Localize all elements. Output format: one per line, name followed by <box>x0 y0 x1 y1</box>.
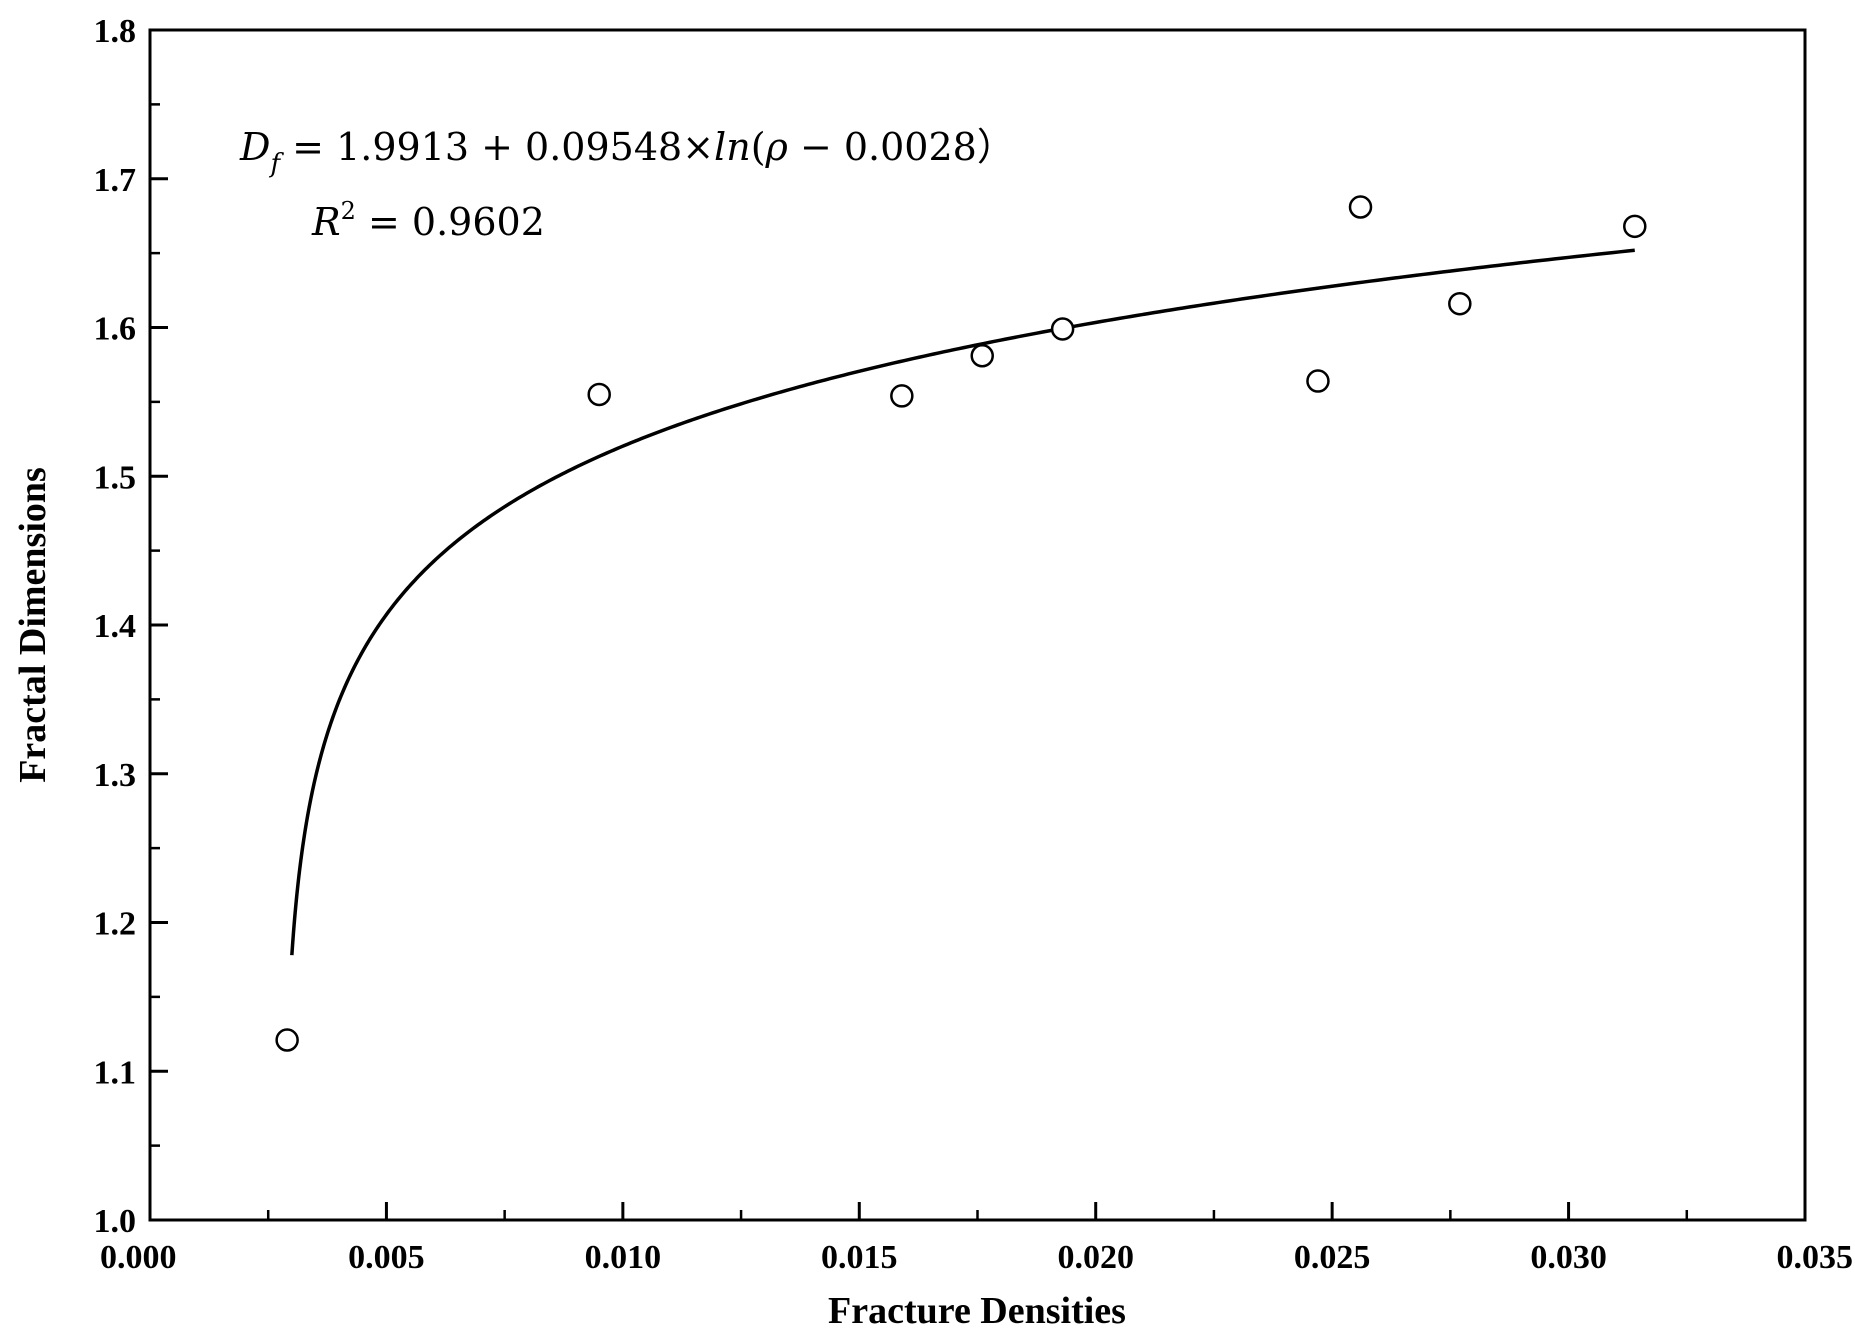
y-tick-label: 1.1 <box>94 1054 137 1091</box>
x-tick-label: 0.030 <box>1530 1239 1607 1276</box>
y-tick-label: 1.6 <box>94 311 137 348</box>
r2-value: = 0.9602 <box>356 200 545 244</box>
data-point <box>275 1028 299 1052</box>
data-point <box>1306 369 1330 393</box>
y-tick-label: 1.0 <box>94 1203 137 1240</box>
y-axis-title: Fractal Dimensions <box>12 467 54 783</box>
y-tick-label: 1.2 <box>94 906 137 943</box>
eq-rho: ρ <box>765 125 789 169</box>
r2-symbol: R <box>311 200 341 244</box>
y-tick-label: 1.4 <box>94 608 137 645</box>
data-point <box>890 384 914 408</box>
x-tick-label: 0.035 <box>1777 1239 1854 1276</box>
data-points <box>275 195 1647 1052</box>
x-tick-label: 0.005 <box>348 1239 425 1276</box>
x-tick-label: 0.000 <box>100 1239 177 1276</box>
fit-curve <box>290 248 1635 956</box>
eq-tail: − 0.0028 <box>788 125 977 169</box>
eq-lhs: D <box>239 125 270 169</box>
data-point <box>1050 317 1075 341</box>
r2-annotation: R2 = 0.9602 <box>311 197 545 244</box>
eq-paren: ( <box>751 125 766 169</box>
x-axis: 0.000 0.005 0.010 0.015 0.020 0.025 0.030 0.035 <box>100 1202 1853 1276</box>
data-point <box>1623 214 1647 239</box>
y-tick-label: 1.3 <box>94 757 137 794</box>
data-point <box>1448 291 1472 316</box>
x-tick-label: 0.020 <box>1057 1239 1134 1276</box>
eq-close: ） <box>977 125 1015 169</box>
eq-rhs: = 1.9913 + 0.09548× <box>280 125 714 169</box>
data-point <box>970 344 994 368</box>
y-tick-label: 1.8 <box>94 13 137 50</box>
x-axis-title: Fracture Densities <box>828 1290 1126 1332</box>
x-tick-label: 0.025 <box>1294 1239 1371 1276</box>
y-axis: 1.0 1.1 1.2 1.3 1.4 1.5 1.6 1.7 1.8 <box>94 13 168 1240</box>
x-tick-label: 0.015 <box>821 1239 898 1276</box>
equation-annotation: Df = 1.9913 + 0.09548×ln(ρ − 0.0028） <box>239 125 1015 179</box>
r2-superscript: 2 <box>341 197 356 225</box>
data-point <box>587 382 611 407</box>
data-point <box>1348 195 1373 219</box>
y-tick-label: 1.7 <box>94 162 137 199</box>
eq-ln: ln <box>714 125 751 169</box>
x-tick-label: 0.010 <box>585 1239 662 1276</box>
y-tick-label: 1.5 <box>94 459 137 496</box>
